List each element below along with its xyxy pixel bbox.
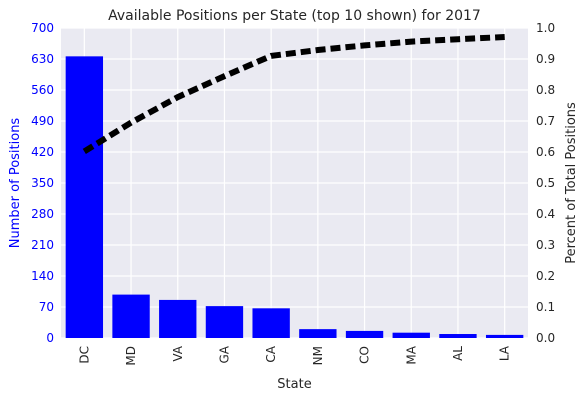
x-tick-label-ca: CA bbox=[264, 345, 278, 362]
right-axis-ticks: 0.0 0.1 0.2 0.3 0.4 0.5 0.6 0.7 0.8 0.9 1.0 bbox=[536, 21, 555, 345]
x-tick-label-al: AL bbox=[451, 346, 465, 361]
left-axis-ticks: 0 70 140 210 280 350 420 490 560 630 700 bbox=[31, 21, 54, 345]
y2-tick-label: 0.7 bbox=[536, 114, 555, 128]
y-tick-label: 420 bbox=[31, 145, 54, 159]
x-tick-label-nm: NM bbox=[311, 346, 325, 365]
bar-md bbox=[112, 295, 149, 338]
y-tick-label: 700 bbox=[31, 21, 54, 35]
y-tick-label: 630 bbox=[31, 52, 54, 66]
x-tick-label-va: VA bbox=[171, 345, 185, 361]
y2-tick-label: 0.4 bbox=[536, 207, 555, 221]
y-tick-label: 70 bbox=[39, 300, 54, 314]
x-axis-ticks: DC MD VA GA CA NM CO MA AL LA bbox=[77, 345, 511, 365]
x-tick-label-md: MD bbox=[124, 346, 138, 366]
y-tick-label: 210 bbox=[31, 238, 54, 252]
y2-tick-label: 0.8 bbox=[536, 83, 555, 97]
y2-tick-label: 0.3 bbox=[536, 238, 555, 252]
bar-dc bbox=[66, 56, 103, 338]
y2-tick-label: 0.9 bbox=[536, 52, 555, 66]
bar-ma bbox=[393, 333, 430, 338]
y-tick-label: 350 bbox=[31, 176, 54, 190]
y-axis-label: Number of Positions bbox=[8, 118, 23, 249]
x-tick-label-la: LA bbox=[498, 345, 512, 361]
bar-ga bbox=[206, 306, 243, 338]
x-tick-label-ga: GA bbox=[217, 345, 231, 363]
y-tick-label: 560 bbox=[31, 83, 54, 97]
y2-tick-label: 0.6 bbox=[536, 145, 555, 159]
bar-co bbox=[346, 331, 383, 338]
y2-tick-label: 1.0 bbox=[536, 21, 555, 35]
y-tick-label: 140 bbox=[31, 269, 54, 283]
y-tick-label: 0 bbox=[46, 331, 54, 345]
x-axis-label: State bbox=[277, 377, 311, 392]
x-tick-label-co: CO bbox=[358, 346, 372, 364]
x-tick-label-dc: DC bbox=[77, 346, 91, 364]
y2-tick-label: 0.1 bbox=[536, 300, 555, 314]
bar-la bbox=[486, 335, 523, 338]
bar-va bbox=[159, 300, 196, 338]
chart-title: Available Positions per State (top 10 sh… bbox=[108, 8, 481, 24]
x-tick-label-ma: MA bbox=[404, 345, 418, 364]
bar-ca bbox=[252, 308, 289, 338]
bar-al bbox=[439, 334, 476, 338]
y2-axis-label: Percent of Total Positions bbox=[564, 102, 579, 264]
y-tick-label: 280 bbox=[31, 207, 54, 221]
y2-tick-label: 0.5 bbox=[536, 176, 555, 190]
bar-nm bbox=[299, 329, 336, 338]
y2-tick-label: 0.0 bbox=[536, 331, 555, 345]
y-tick-label: 490 bbox=[31, 114, 54, 128]
y2-tick-label: 0.2 bbox=[536, 269, 555, 283]
